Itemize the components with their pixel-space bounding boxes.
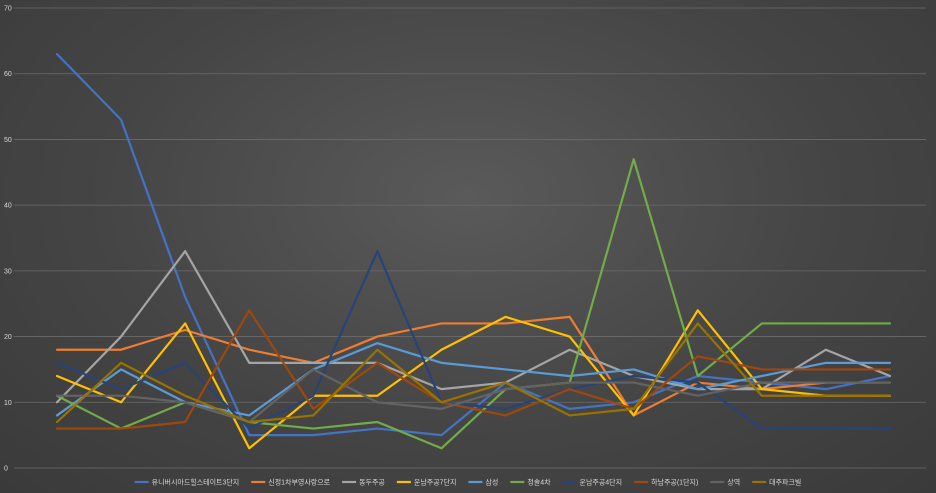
y-tick-label: 10	[4, 400, 12, 407]
legend-label: 동두주공	[359, 479, 385, 487]
legend-item: 상역	[710, 478, 740, 487]
legend-item: 운남주공4단지	[562, 478, 623, 487]
series-line	[55, 52, 892, 437]
y-tick-label: 20	[4, 334, 12, 341]
y-tick-label: 30	[4, 268, 12, 275]
series-line	[55, 250, 892, 430]
series-lines	[55, 52, 892, 450]
y-tick-label: 70	[4, 6, 12, 13]
series-line	[55, 309, 892, 450]
series-10	[55, 322, 892, 424]
legend-label: 운남주공7단지	[414, 478, 457, 487]
legend-label: 삼성	[485, 478, 498, 487]
legend-item: 청솔4차	[510, 478, 551, 487]
legend-item: 유니버시아드힐스테이트3단지	[134, 478, 240, 487]
y-tick-label: 50	[4, 137, 12, 144]
legend: 유니버시아드힐스테이트3단지 신정1차부영사랑으로 동두주공 운남주공7단지 삼성 청솔4…	[134, 478, 801, 487]
y-tick-label: 40	[4, 203, 12, 210]
legend-item: 신정1차부영사랑으로	[251, 478, 331, 487]
y-axis-tick-labels: 0 10 20 30 40 50 60 70	[4, 6, 12, 473]
y-tick-label: 60	[4, 71, 12, 78]
legend-label: 청솔4차	[527, 478, 551, 487]
series-1	[55, 52, 892, 437]
legend-label: 하남주공(1단지)	[651, 478, 698, 487]
legend-label: 운남주공4단지	[580, 478, 623, 487]
legend-item: 동두주공	[342, 479, 385, 487]
legend-item: 삼성	[468, 478, 498, 487]
legend-item: 대주파크빌	[752, 478, 801, 487]
legend-label: 유니버시아드힐스테이트3단지	[152, 478, 240, 487]
legend-label: 신정1차부영사랑으로	[268, 478, 330, 487]
series-line	[55, 309, 892, 430]
series-line	[55, 250, 892, 404]
legend-label: 상역	[727, 478, 740, 487]
series-line	[55, 322, 892, 424]
legend-item: 하남주공(1단지)	[634, 478, 698, 487]
legend-item: 운남주공7단지	[396, 478, 457, 487]
y-tick-label: 0	[4, 466, 8, 473]
legend-label: 대주파크빌	[769, 478, 801, 487]
